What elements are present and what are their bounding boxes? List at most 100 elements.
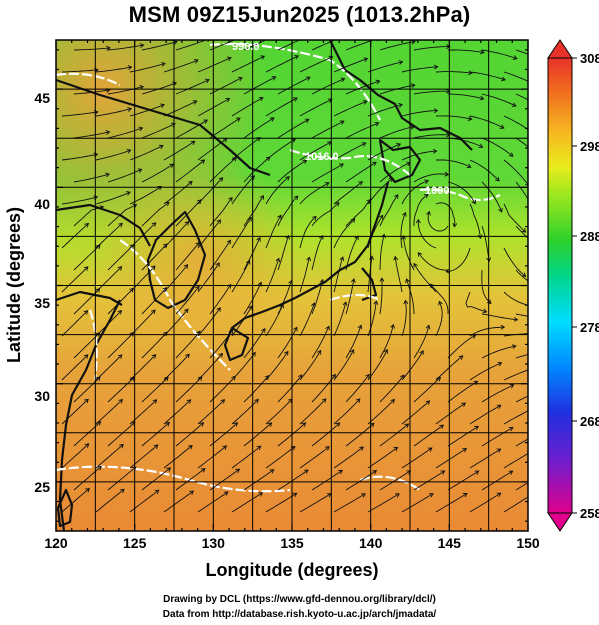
streamline-arrowhead: [218, 177, 224, 182]
streamline-arrowhead: [150, 265, 156, 271]
streamline: [175, 159, 205, 183]
streamline-arrowhead: [417, 252, 423, 257]
streamline: [197, 399, 225, 425]
streamline-arrowhead: [398, 60, 404, 65]
streamline-arrowhead: [269, 117, 275, 122]
streamline-arrowhead: [468, 70, 473, 76]
streamline: [243, 422, 272, 447]
streamline: [429, 283, 449, 314]
streamline-arrowhead: [525, 183, 528, 186]
streamline-arrowhead: [130, 376, 135, 382]
streamline: [379, 194, 399, 227]
y-tick-label: 25: [34, 479, 50, 495]
streamline: [481, 384, 514, 403]
streamline: [503, 410, 528, 425]
streamline-arrowhead: [496, 492, 502, 498]
streamline: [400, 212, 406, 249]
streamline: [515, 269, 528, 282]
x-tick-label: 145: [438, 535, 462, 551]
streamline-arrowhead: [388, 177, 394, 182]
streamline: [503, 369, 528, 381]
streamline: [435, 402, 466, 425]
streamline-arrowhead: [361, 142, 367, 147]
streamline: [163, 445, 193, 469]
streamline: [95, 354, 123, 381]
x-axis-label: Longitude (degrees): [205, 560, 378, 580]
streamline: [469, 492, 501, 513]
streamline: [503, 496, 528, 513]
streamline-arrowhead: [440, 470, 446, 475]
streamline: [435, 159, 471, 168]
x-tick-label: 135: [280, 535, 304, 551]
streamline-arrowhead: [494, 176, 500, 182]
colorbar-top-arrow: [547, 39, 573, 59]
streamline-arrowhead: [319, 278, 325, 284]
streamline-arrowhead: [474, 470, 480, 475]
streamline-arrowhead: [84, 398, 89, 404]
streamline: [299, 493, 332, 513]
streamline-arrowhead: [152, 399, 158, 404]
streamline-arrowhead: [543, 108, 547, 112]
streamline: [277, 374, 303, 403]
streamline-arrowhead: [373, 300, 379, 305]
streamline-arrowhead: [429, 283, 435, 289]
streamline-arrowhead: [402, 211, 407, 217]
streamline-arrowhead: [462, 448, 468, 453]
streamline-arrowhead: [226, 56, 232, 62]
streamline-arrowhead: [511, 344, 517, 350]
y-tick-label: 35: [34, 295, 50, 311]
streamline: [345, 422, 375, 447]
x-tick-labels: 120 125 130 135 140 145 150: [44, 535, 540, 551]
streamline: [265, 215, 282, 249]
streamline: [163, 140, 196, 161]
streamline-arrowhead: [117, 354, 123, 359]
streamline: [401, 493, 434, 513]
streamline-arrowhead: [350, 218, 356, 223]
streamline-arrowhead: [291, 138, 297, 143]
streamline: [175, 286, 200, 315]
streamline: [231, 352, 256, 381]
streamline: [129, 104, 165, 117]
streamline: [367, 143, 401, 161]
streamline-arrowhead: [258, 96, 264, 102]
streamline-arrowhead: [293, 195, 299, 201]
streamline: [175, 376, 203, 403]
streamline-arrowhead: [195, 285, 200, 291]
streamline: [299, 302, 315, 337]
streamline: [299, 141, 332, 161]
streamline-arrowhead: [222, 445, 228, 450]
streamline-arrowhead: [117, 309, 123, 315]
streamline-arrowhead: [372, 161, 377, 167]
streamline-arrowhead: [335, 202, 340, 207]
streamline-arrowhead: [247, 216, 252, 222]
streamline: [469, 326, 505, 337]
streamline: [379, 234, 385, 271]
streamline-arrowhead: [396, 143, 402, 148]
streamline-arrowhead: [474, 425, 479, 431]
streamline: [469, 404, 502, 425]
streamline: [141, 201, 170, 227]
streamline: [175, 199, 202, 227]
streamline: [107, 376, 135, 403]
streamline-arrowhead: [395, 493, 400, 498]
streamline-arrowhead: [127, 65, 133, 71]
streamline: [209, 157, 237, 183]
streamline: [469, 448, 501, 469]
streamline-arrowhead: [216, 307, 221, 312]
streamline: [163, 59, 199, 73]
streamline-arrowhead: [429, 493, 434, 498]
streamline: [379, 470, 411, 491]
streamline-arrowhead: [482, 308, 488, 314]
streamline-arrowhead: [235, 117, 241, 122]
streamline: [503, 71, 528, 82]
streamline: [197, 353, 223, 381]
streamline-arrowhead: [184, 221, 190, 226]
streamline-arrowhead: [118, 399, 124, 404]
streamline: [231, 399, 259, 425]
streamline: [379, 41, 416, 51]
streamline-arrowhead: [269, 469, 275, 474]
streamline-arrowhead: [158, 144, 164, 150]
streamline-arrowhead: [390, 323, 395, 329]
streamline-arrowhead: [275, 257, 281, 263]
